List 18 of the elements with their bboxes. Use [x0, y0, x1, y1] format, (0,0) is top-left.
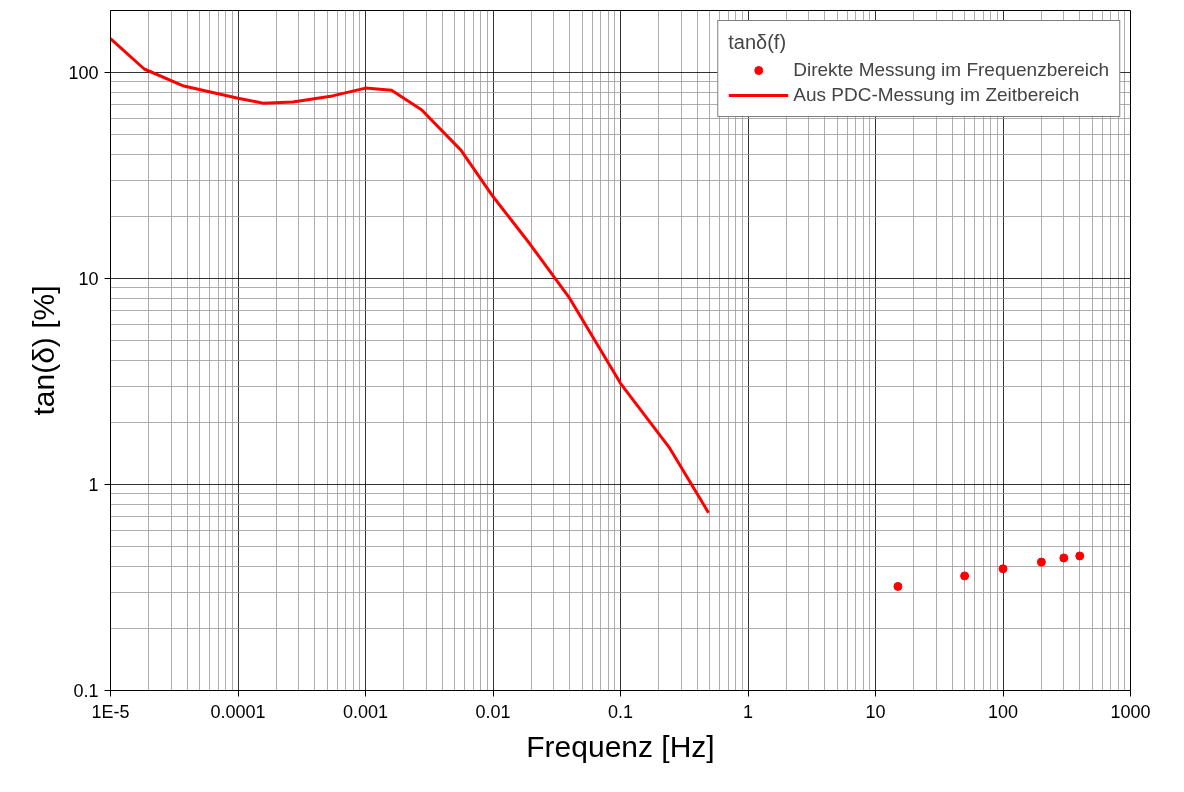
x-tick-label: 100: [987, 701, 1019, 722]
x-tick-label: 0.1: [607, 701, 634, 722]
x-tick-label: 1000: [1110, 701, 1151, 722]
legend-label: Aus PDC-Messung im Zeitbereich: [793, 84, 1080, 106]
x-tick-label: 10: [865, 701, 886, 722]
y-tick-label: 100: [68, 63, 99, 84]
x-tick-label: 0.001: [342, 701, 389, 722]
x-tick-label: 1E-5: [91, 701, 130, 722]
x-tick-label: 1: [742, 701, 754, 722]
legend-label: Direkte Messung im Frequenzbereich: [793, 59, 1109, 81]
y-tick-label: 1: [88, 475, 99, 495]
x-axis-title: Frequenz [Hz]: [526, 729, 715, 763]
y-tick-label: 0.1: [73, 681, 99, 701]
x-tick-label: 0.0001: [210, 701, 266, 722]
y-axis-title: tan(δ) [%]: [27, 285, 61, 416]
legend-title: tanδ(f): [728, 31, 788, 54]
y-tick-label: 10: [78, 269, 99, 290]
x-tick-label: 0.01: [475, 701, 511, 722]
